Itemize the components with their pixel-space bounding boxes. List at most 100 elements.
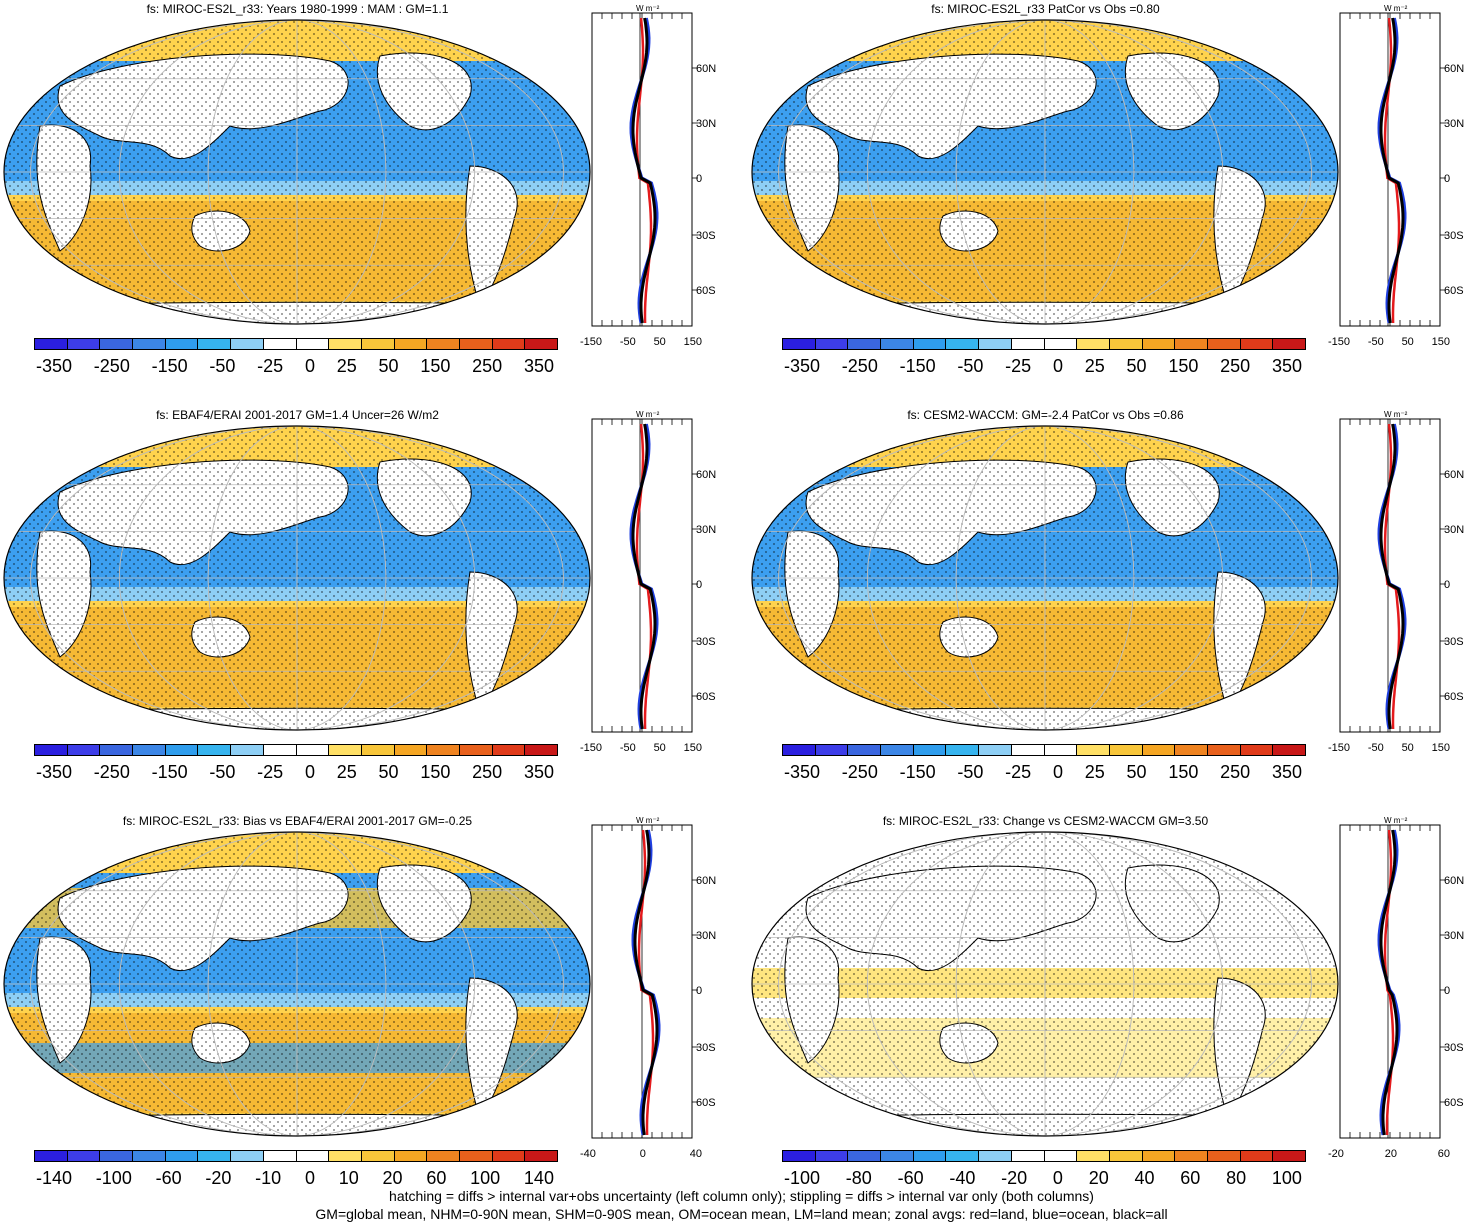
color-bar-swatch: [133, 339, 166, 349]
color-bar-swatch: [881, 1151, 914, 1161]
lat-label: 60N: [1444, 63, 1464, 75]
zonal-tick-label: 150: [1432, 742, 1450, 754]
color-bar-swatch: [297, 745, 330, 755]
color-bar-swatch: [1110, 1151, 1143, 1161]
color-bar-label: 20: [1089, 1168, 1109, 1189]
color-bar-swatch: [362, 745, 395, 755]
lat-label: 60S: [1444, 691, 1464, 703]
panel-title: fs: EBAF4/ERAI 2001-2017 GM=1.4 Uncer=26…: [0, 408, 595, 422]
color-bar: [782, 744, 1306, 756]
color-bar-swatch: [264, 1151, 297, 1161]
color-bar-label: -40: [949, 1168, 975, 1189]
color-bar: [34, 1150, 558, 1162]
color-bar-swatch: [525, 745, 557, 755]
color-bar-swatch: [1110, 745, 1143, 755]
color-bar-label: 80: [1226, 1168, 1246, 1189]
lat-label: 0: [696, 173, 702, 185]
lat-label: 30S: [696, 1042, 716, 1054]
color-bar-swatch: [1241, 745, 1274, 755]
color-bar-label: -25: [257, 762, 283, 783]
color-bar-label: -250: [94, 762, 130, 783]
color-bar-swatch: [68, 339, 101, 349]
color-bar-swatch: [231, 745, 264, 755]
color-bar-swatch: [1241, 1151, 1274, 1161]
color-bar-label: -10: [255, 1168, 281, 1189]
color-bar-label: -25: [257, 356, 283, 377]
color-bar-swatch: [816, 1151, 849, 1161]
color-bar-label: -20: [1001, 1168, 1027, 1189]
footer-line-2: GM=global mean, NHM=0-90N mean, SHM=0-90…: [0, 1206, 1483, 1222]
color-bar-swatch: [198, 339, 231, 349]
color-bar-swatch: [1175, 1151, 1208, 1161]
zonal-tick-label: -150: [580, 336, 602, 348]
color-bar-label: 50: [379, 356, 399, 377]
panel-title: fs: CESM2-WACCM: GM=-2.4 PatCor vs Obs =…: [748, 408, 1343, 422]
color-bar-label: -100: [96, 1168, 132, 1189]
color-bar-label: -350: [784, 762, 820, 783]
color-bar-swatch: [1045, 339, 1078, 349]
color-bar-swatch: [979, 339, 1012, 349]
color-bar-swatch: [881, 745, 914, 755]
color-bar-swatch: [1045, 745, 1078, 755]
color-bar-swatch: [816, 339, 849, 349]
color-bar-label: 0: [1053, 356, 1063, 377]
color-bar-swatch: [946, 745, 979, 755]
panel-title: fs: MIROC-ES2L_r33: Bias vs EBAF4/ERAI 2…: [0, 814, 595, 828]
color-bar-label: 20: [383, 1168, 403, 1189]
color-bar-swatch: [1012, 1151, 1045, 1161]
zonal-unit: W m⁻²: [636, 816, 660, 825]
lat-label: 30S: [696, 230, 716, 242]
color-bar-swatch: [914, 339, 947, 349]
zonal-curve: [633, 424, 655, 729]
world-map: [0, 828, 600, 1148]
color-bar-swatch: [427, 339, 460, 349]
color-bar-label: 25: [337, 762, 357, 783]
color-bar-label: 50: [1127, 762, 1147, 783]
world-map: [0, 422, 600, 742]
color-bar-label: -100: [784, 1168, 820, 1189]
panel-title: fs: MIROC-ES2L_r33 PatCor vs Obs =0.80: [748, 2, 1343, 16]
color-bar-swatch: [395, 745, 428, 755]
color-bar-swatch: [1175, 339, 1208, 349]
color-bar-label: 10: [339, 1168, 359, 1189]
color-bar-swatch: [297, 1151, 330, 1161]
color-bar-swatch: [816, 745, 849, 755]
lat-label: 30S: [1444, 230, 1464, 242]
color-bar-swatch: [1143, 745, 1176, 755]
color-bar-swatch: [35, 339, 68, 349]
lat-label: 60S: [1444, 1097, 1464, 1109]
color-bar-label: 350: [1272, 762, 1302, 783]
color-bar-label: -50: [209, 356, 235, 377]
color-bar-swatch: [525, 1151, 557, 1161]
color-bar-swatch: [68, 745, 101, 755]
color-bar-label: 150: [1168, 762, 1198, 783]
color-bar-label: -150: [900, 762, 936, 783]
lat-label: 30S: [1444, 1042, 1464, 1054]
footer-line-1: hatching = diffs > internal var+obs unce…: [0, 1188, 1483, 1204]
zonal-tick-label: 50: [1402, 742, 1414, 754]
lat-label: 60S: [696, 691, 716, 703]
zonal-tick-label: 50: [1402, 336, 1414, 348]
color-bar: [782, 338, 1306, 350]
color-bar-label: -60: [156, 1168, 182, 1189]
color-bar-swatch: [329, 1151, 362, 1161]
zonal-tick-label: -150: [580, 742, 602, 754]
color-bar-swatch: [1273, 745, 1305, 755]
color-bar: [34, 744, 558, 756]
color-bar-label: 350: [524, 762, 554, 783]
zonal-tick-label: 150: [1432, 336, 1450, 348]
color-bar-swatch: [914, 745, 947, 755]
color-bar-label: -250: [94, 356, 130, 377]
color-bar-swatch: [493, 745, 526, 755]
color-bar-swatch: [946, 1151, 979, 1161]
map-panel-6: fs: MIROC-ES2L_r33: Change vs CESM2-WACC…: [748, 812, 1483, 1212]
map-panel-5: fs: MIROC-ES2L_r33: Bias vs EBAF4/ERAI 2…: [0, 812, 745, 1212]
world-map: [0, 16, 600, 336]
color-bar-label: -50: [957, 762, 983, 783]
color-bar-swatch: [264, 339, 297, 349]
